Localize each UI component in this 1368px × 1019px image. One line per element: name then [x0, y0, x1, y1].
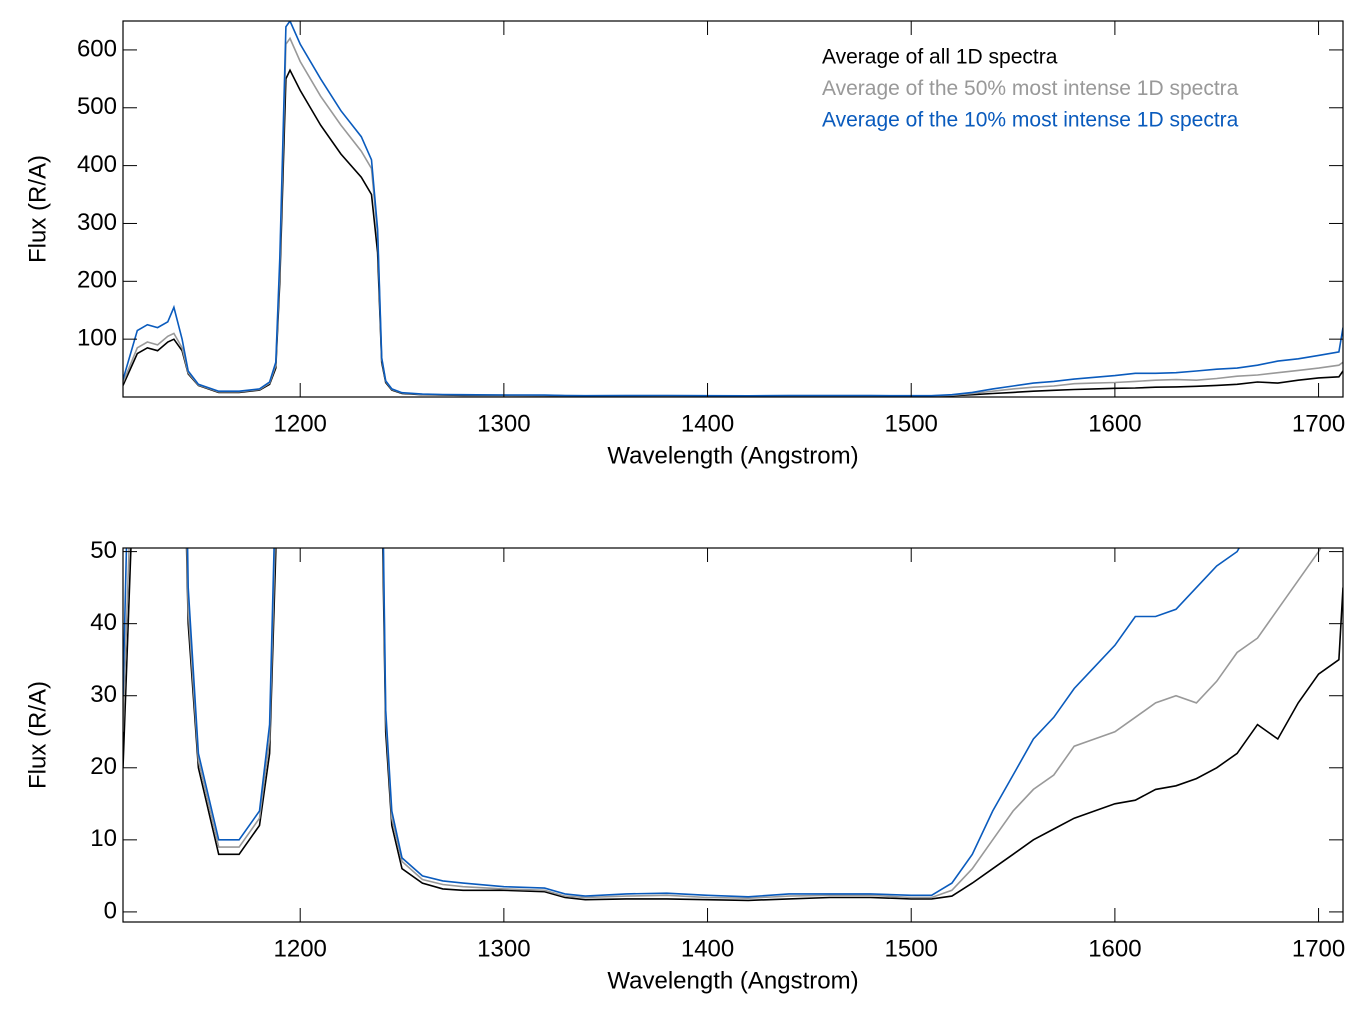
legend-entry: Average of the 50% most intense 1D spect… — [822, 77, 1239, 100]
y-tick-label: 40 — [90, 609, 117, 636]
x-tick-label: 1600 — [1088, 410, 1141, 437]
spectrum-line — [123, 548, 1343, 902]
x-tick-label: 1300 — [477, 410, 530, 437]
spectrum-line — [123, 548, 1241, 898]
y-axis-label: Flux (R/A) — [24, 155, 51, 263]
y-tick-label: 600 — [77, 35, 117, 62]
x-tick-label: 1700 — [1292, 410, 1345, 437]
x-axis-label: Wavelength (Angstrom) — [607, 967, 858, 994]
y-axis-label: Flux (R/A) — [24, 681, 51, 789]
plot-frame — [122, 547, 1344, 923]
x-tick-label: 1500 — [885, 410, 938, 437]
x-tick-label: 1600 — [1088, 935, 1141, 962]
x-tick-label: 1200 — [274, 935, 327, 962]
spectrum-line — [123, 21, 1343, 397]
y-tick-label: 10 — [90, 825, 117, 852]
x-tick-label: 1700 — [1292, 935, 1345, 962]
spectrum-line — [123, 548, 1322, 900]
x-tick-label: 1400 — [681, 935, 734, 962]
y-tick-label: 20 — [90, 753, 117, 780]
x-tick-label: 1300 — [477, 935, 530, 962]
y-tick-label: 200 — [77, 267, 117, 294]
y-tick-label: 500 — [77, 93, 117, 120]
y-tick-label: 300 — [77, 209, 117, 236]
plot-frame — [122, 20, 1344, 398]
legend-entry: Average of all 1D spectra — [822, 46, 1058, 69]
y-tick-label: 0 — [104, 897, 117, 924]
x-tick-label: 1500 — [885, 935, 938, 962]
legend-entry: Average of the 10% most intense 1D spect… — [822, 109, 1239, 132]
y-tick-label: 50 — [90, 537, 117, 564]
x-tick-label: 1400 — [681, 410, 734, 437]
y-tick-label: 100 — [77, 324, 117, 351]
x-axis-label: Wavelength (Angstrom) — [607, 442, 858, 469]
y-tick-label: 400 — [77, 151, 117, 178]
x-tick-label: 1200 — [274, 410, 327, 437]
y-tick-label: 30 — [90, 681, 117, 708]
